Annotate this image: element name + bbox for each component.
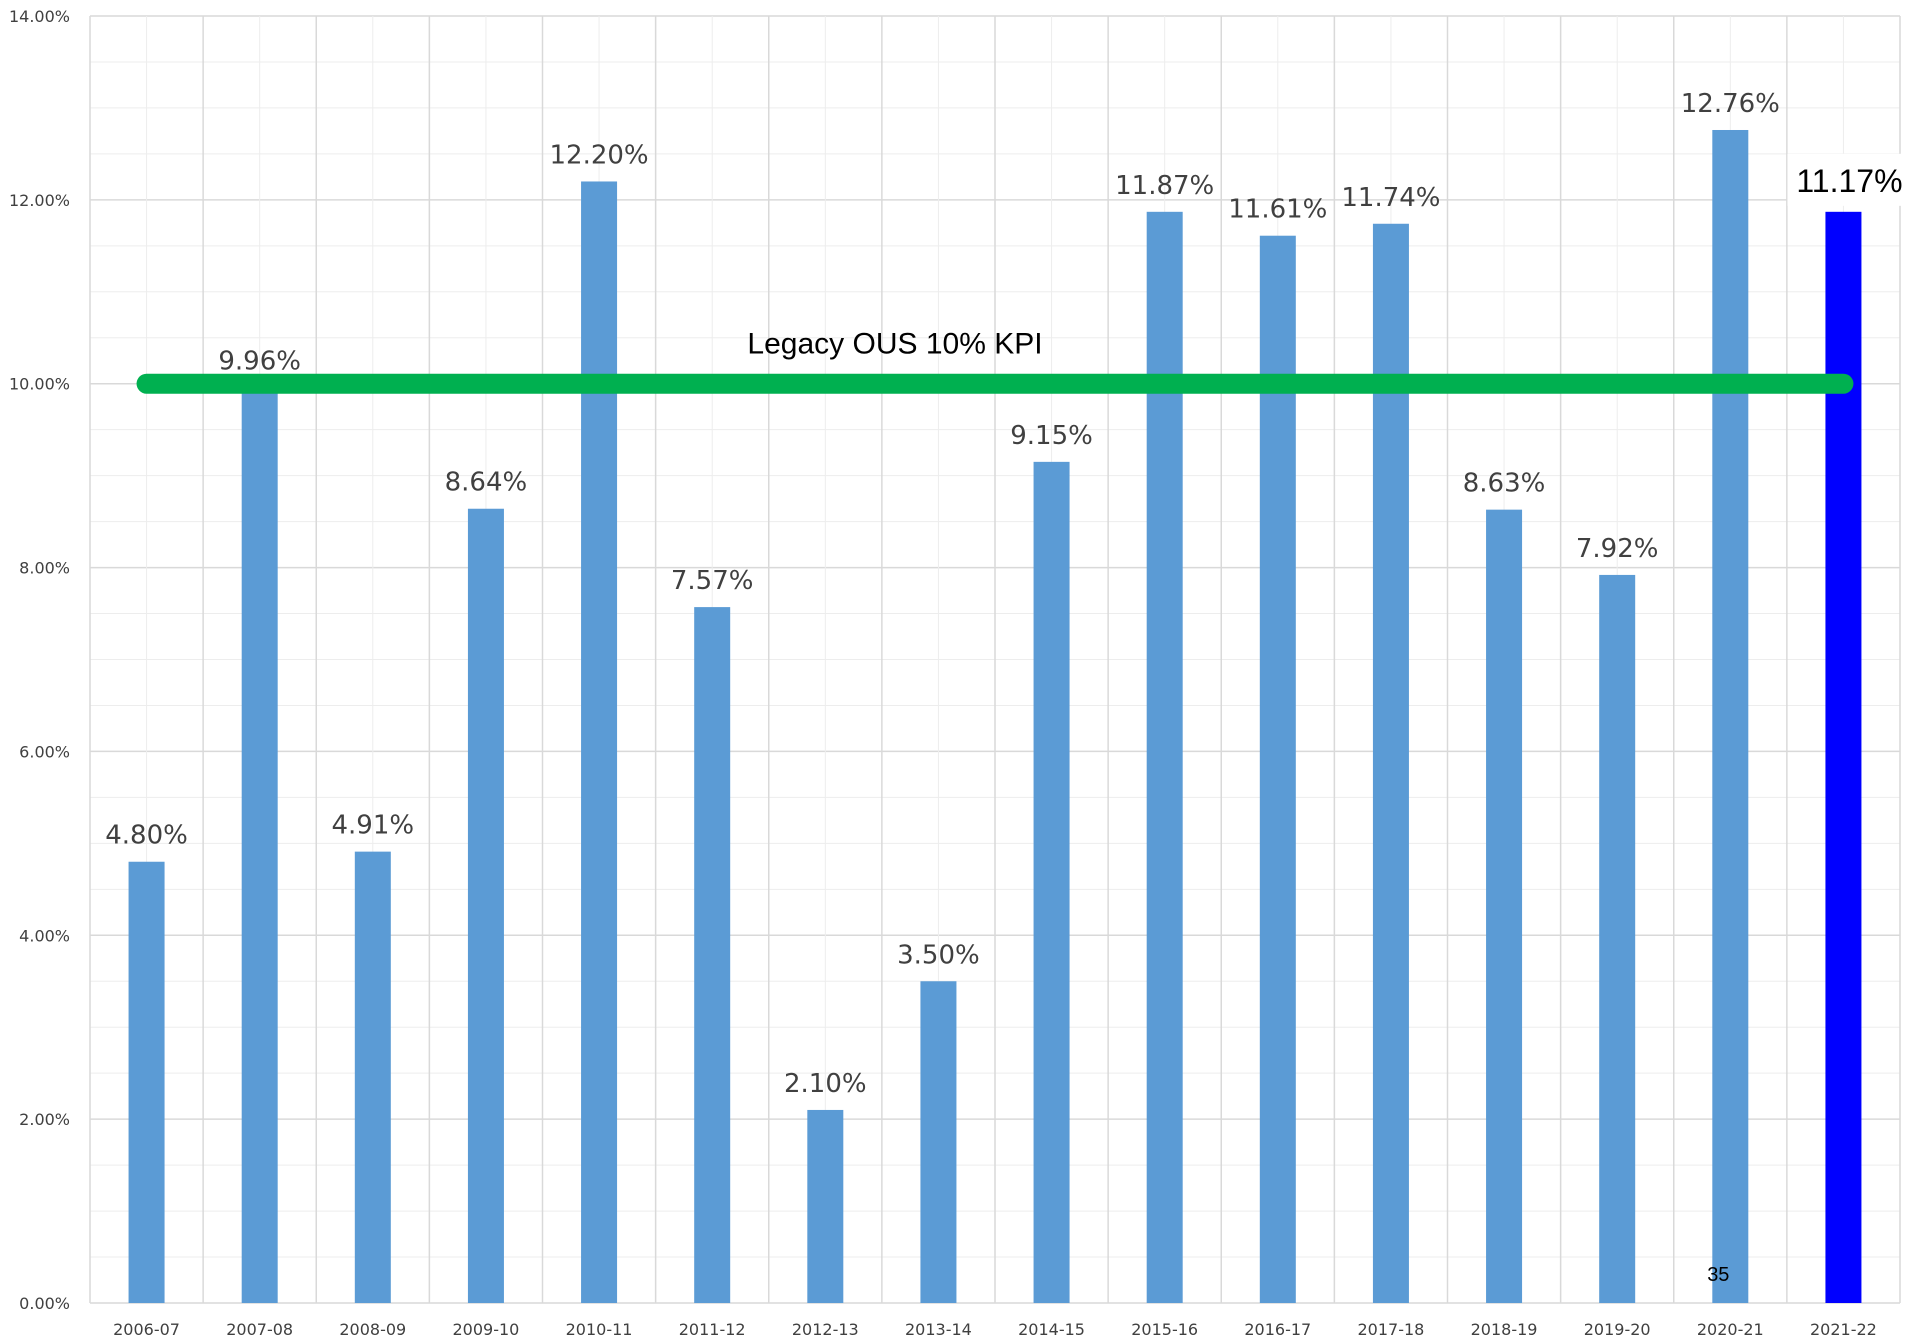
x-tick-label: 2016-17 xyxy=(1244,1320,1311,1339)
bar xyxy=(807,1110,843,1303)
data-label: 12.76% xyxy=(1681,89,1780,119)
x-tick-label: 2021-22 xyxy=(1810,1320,1877,1339)
data-label: 2.10% xyxy=(784,1069,867,1099)
bar xyxy=(1260,236,1296,1303)
y-axis-ticks: 0.00% 2.00% 4.00% 6.00% 8.00% 10.00% 12.00% 14.… xyxy=(9,7,70,1313)
data-label-highlight: 11.17% xyxy=(1796,163,1902,199)
y-tick-label: 8.00% xyxy=(19,559,70,578)
data-label: 9.15% xyxy=(1010,421,1093,451)
y-tick-label: 6.00% xyxy=(19,742,70,761)
data-label: 7.92% xyxy=(1576,534,1659,564)
data-label: 3.50% xyxy=(897,940,980,970)
y-tick-label: 4.00% xyxy=(19,926,70,945)
bar xyxy=(581,181,617,1303)
kpi-reference-label: Legacy OUS 10% KPI xyxy=(747,328,1042,361)
bar xyxy=(129,862,165,1303)
x-tick-label: 2018-19 xyxy=(1471,1320,1538,1339)
bar xyxy=(920,981,956,1303)
bar xyxy=(1712,130,1748,1303)
x-tick-label: 2011-12 xyxy=(679,1320,746,1339)
bar xyxy=(355,852,391,1303)
x-tick-label: 2014-15 xyxy=(1018,1320,1085,1339)
x-tick-label: 2008-09 xyxy=(339,1320,406,1339)
data-label: 12.20% xyxy=(549,140,648,170)
data-label: 4.91% xyxy=(332,811,415,841)
y-tick-label: 0.00% xyxy=(19,1294,70,1313)
data-label: 7.57% xyxy=(671,566,754,596)
x-tick-label: 2015-16 xyxy=(1131,1320,1198,1339)
x-tick-label: 2012-13 xyxy=(792,1320,859,1339)
data-label: 11.74% xyxy=(1341,183,1440,213)
data-label: 9.96% xyxy=(218,346,301,376)
x-tick-label: 2017-18 xyxy=(1358,1320,1425,1339)
page-number: 35 xyxy=(1707,1264,1729,1286)
bar xyxy=(1486,510,1522,1303)
bar xyxy=(242,387,278,1303)
y-tick-label: 14.00% xyxy=(9,7,70,26)
data-label: 8.64% xyxy=(445,468,528,498)
bar xyxy=(1599,575,1635,1303)
data-label: 11.87% xyxy=(1115,171,1214,201)
kpi-reference: Legacy OUS 10% KPI xyxy=(147,328,1844,384)
bar xyxy=(468,509,504,1303)
data-label: 11.61% xyxy=(1228,195,1327,225)
data-label: 4.80% xyxy=(105,821,188,851)
x-tick-label: 2013-14 xyxy=(905,1320,972,1339)
x-axis-ticks: 2006-07 2007-08 2008-09 2009-10 2010-11 2011-… xyxy=(113,1320,1877,1339)
bar xyxy=(1034,462,1070,1303)
y-tick-label: 10.00% xyxy=(9,375,70,394)
bar xyxy=(694,607,730,1303)
x-tick-label: 2010-11 xyxy=(566,1320,633,1339)
x-tick-label: 2006-07 xyxy=(113,1320,180,1339)
x-tick-label: 2009-10 xyxy=(453,1320,520,1339)
y-tick-label: 12.00% xyxy=(9,191,70,210)
y-tick-label: 2.00% xyxy=(19,1110,70,1129)
x-tick-label: 2019-20 xyxy=(1584,1320,1651,1339)
x-tick-label: 2007-08 xyxy=(226,1320,293,1339)
x-tick-label: 2020-21 xyxy=(1697,1320,1764,1339)
data-label: 8.63% xyxy=(1463,469,1546,499)
